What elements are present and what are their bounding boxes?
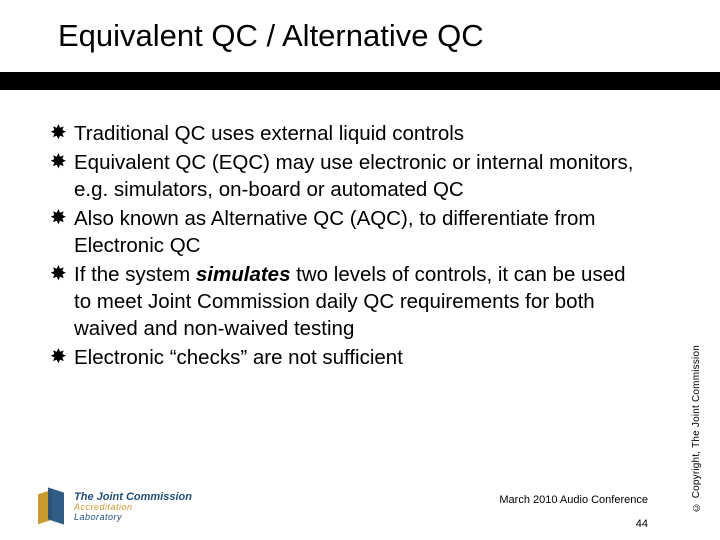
bullet-text-pre: If the system [74,263,196,286]
logo-text: The Joint Commission Accreditation Labor… [74,492,192,522]
footer-conference: March 2010 Audio Conference [499,494,648,506]
bullet-list: ✸ Traditional QC uses external liquid co… [50,120,645,373]
copyright-text: © Copyright, The Joint Commission [691,345,702,512]
bullet-text: Equivalent QC (EQC) may use electronic o… [74,149,645,203]
page-title: Equivalent QC / Alternative QC [58,18,484,54]
logo: The Joint Commission Accreditation Labor… [38,488,192,526]
logo-mark-icon [38,488,68,526]
list-item: ✸ Equivalent QC (EQC) may use electronic… [50,149,645,203]
bullet-icon: ✸ [50,344,74,371]
bullet-text: Traditional QC uses external liquid cont… [74,120,645,147]
list-item: ✸ Traditional QC uses external liquid co… [50,120,645,147]
slide: Equivalent QC / Alternative QC ✸ Traditi… [0,0,720,540]
bullet-icon: ✸ [50,205,74,232]
logo-line3: Laboratory [74,513,192,522]
list-item: ✸ If the system simulates two levels of … [50,261,645,342]
bullet-text: Electronic “checks” are not sufficient [74,344,645,371]
list-item: ✸ Electronic “checks” are not sufficient [50,344,645,371]
bullet-text-em: simulates [196,263,291,286]
bullet-icon: ✸ [50,261,74,288]
bullet-icon: ✸ [50,149,74,176]
bullet-icon: ✸ [50,120,74,147]
divider-bar [0,72,720,90]
title-band: Equivalent QC / Alternative QC [0,0,720,72]
page-number: 44 [636,518,648,530]
bullet-text: Also known as Alternative QC (AQC), to d… [74,205,645,259]
list-item: ✸ Also known as Alternative QC (AQC), to… [50,205,645,259]
bullet-text: If the system simulates two levels of co… [74,261,645,342]
